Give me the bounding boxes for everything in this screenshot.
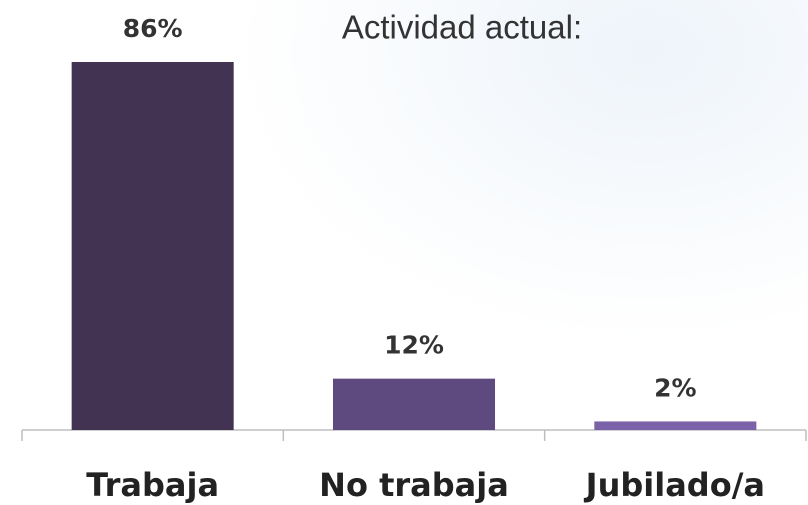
x-tick-label: Jubilado/a bbox=[584, 466, 765, 504]
data-label: 86% bbox=[123, 14, 183, 43]
bar bbox=[332, 378, 496, 430]
bar bbox=[71, 62, 234, 430]
x-tick-label: Trabaja bbox=[86, 466, 219, 504]
chart-title: Actividad actual: bbox=[342, 9, 582, 46]
data-label: 12% bbox=[384, 331, 444, 360]
data-label: 2% bbox=[654, 373, 696, 402]
bar bbox=[594, 421, 757, 430]
x-tick-label: No trabaja bbox=[319, 466, 509, 504]
